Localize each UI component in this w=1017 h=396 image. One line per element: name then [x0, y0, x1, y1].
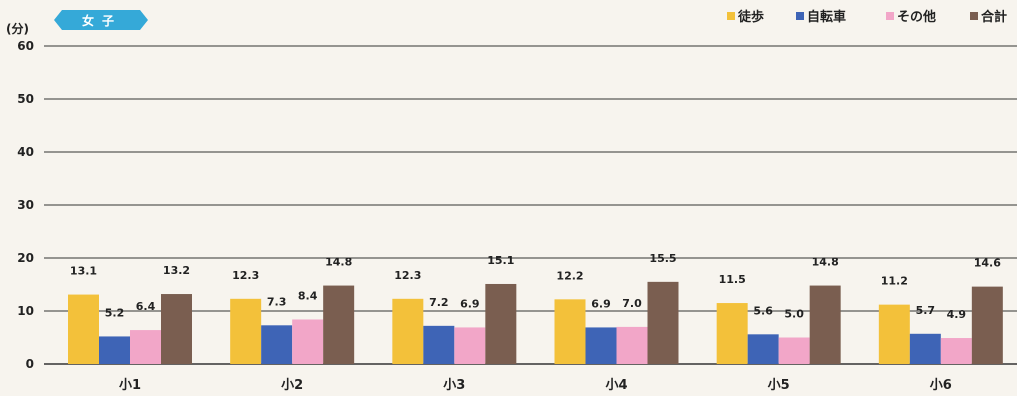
bar	[423, 325, 455, 364]
y-tick-label: 60	[17, 39, 34, 53]
bar	[778, 337, 810, 364]
bar	[878, 304, 910, 364]
x-category-label: 小6	[930, 378, 952, 393]
legend-swatch	[970, 12, 978, 20]
legend: 徒歩 自転車 その他 合計	[727, 9, 1007, 25]
bar	[261, 325, 293, 364]
bar	[909, 333, 941, 364]
bar	[323, 285, 355, 364]
x-category-label: 小3	[443, 378, 465, 393]
y-axis-ticks: 0 10 20 30 40 50 60	[17, 39, 34, 371]
legend-label: その他	[897, 9, 936, 25]
data-label: 8.4	[298, 289, 318, 302]
bar	[585, 327, 617, 364]
title-badge-shape	[54, 10, 148, 30]
y-tick-label: 20	[17, 251, 34, 265]
data-label: 7.2	[429, 296, 449, 309]
y-tick-label: 40	[17, 145, 34, 159]
data-label: 6.9	[460, 297, 480, 310]
gridlines	[44, 45, 1017, 365]
data-label: 6.4	[136, 300, 156, 313]
data-label: 7.3	[267, 295, 287, 308]
x-category-label: 小5	[768, 378, 790, 393]
data-label: 13.2	[163, 264, 190, 277]
data-labels: 13.1 5.2 6.4 13.2 12.3 7.3 8.4 14.8 12.3 7.2 6.9 15…	[70, 252, 1001, 321]
bar	[485, 283, 517, 364]
x-axis-categories: 小1 小2 小3 小4 小5 小6	[119, 378, 952, 393]
x-category-label: 小4	[605, 378, 627, 393]
bar	[554, 299, 586, 364]
bar	[292, 319, 324, 364]
data-label: 14.8	[812, 256, 839, 269]
y-tick-label: 30	[17, 198, 34, 212]
legend-swatch	[886, 12, 894, 20]
y-tick-label: 10	[17, 304, 34, 318]
bar	[392, 298, 424, 364]
bar	[647, 281, 679, 364]
data-label: 15.5	[649, 252, 676, 265]
data-label: 5.0	[784, 308, 804, 321]
data-label: 11.5	[719, 273, 746, 286]
legend-swatch	[727, 12, 735, 20]
bar	[809, 285, 841, 364]
data-label: 12.3	[232, 269, 259, 282]
bar	[616, 326, 648, 364]
x-category-label: 小1	[119, 378, 141, 393]
data-label: 12.2	[556, 269, 583, 282]
data-label: 14.6	[974, 257, 1001, 270]
y-tick-label: 50	[17, 92, 34, 106]
data-label: 5.7	[916, 304, 936, 317]
bar	[99, 336, 130, 364]
bars	[68, 281, 1003, 364]
bar	[454, 327, 486, 364]
y-axis-unit-label: (分)	[6, 21, 29, 36]
bar	[716, 303, 748, 364]
data-label: 12.3	[394, 269, 421, 282]
legend-label: 自転車	[807, 9, 846, 25]
data-label: 4.9	[947, 308, 967, 321]
title-badge: 女子	[54, 10, 148, 30]
bar	[940, 338, 972, 364]
data-label: 13.1	[70, 265, 97, 278]
bar	[130, 330, 161, 364]
legend-label: 徒歩	[737, 9, 764, 25]
data-label: 6.9	[591, 297, 611, 310]
data-label: 14.8	[325, 256, 352, 269]
bar	[230, 298, 262, 364]
bar	[971, 286, 1003, 364]
x-category-label: 小2	[281, 378, 303, 393]
data-label: 7.0	[622, 297, 642, 310]
data-label: 11.2	[881, 275, 908, 288]
data-label: 15.1	[487, 254, 514, 267]
y-tick-label: 0	[26, 357, 34, 371]
data-label: 5.6	[753, 304, 773, 317]
bar	[68, 294, 99, 364]
legend-swatch	[796, 12, 804, 20]
data-label: 5.2	[105, 306, 125, 319]
bar	[161, 294, 192, 364]
legend-label: 合計	[981, 9, 1007, 25]
title-badge-label: 女子	[82, 13, 122, 28]
bar	[747, 334, 779, 364]
